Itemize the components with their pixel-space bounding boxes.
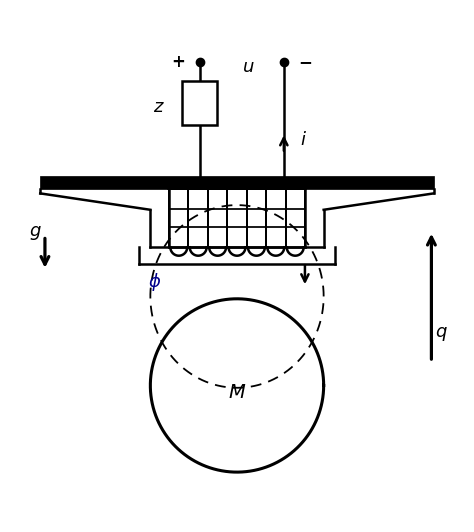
Text: −: − <box>298 53 312 71</box>
Text: u: u <box>243 58 255 76</box>
Polygon shape <box>40 176 434 189</box>
Text: i: i <box>300 130 305 148</box>
Text: z: z <box>153 98 162 116</box>
Text: q: q <box>435 322 447 340</box>
Polygon shape <box>182 81 217 126</box>
Text: +: + <box>172 53 185 71</box>
Text: M: M <box>228 383 246 402</box>
Text: $\phi$: $\phi$ <box>148 271 162 293</box>
Text: g: g <box>30 222 41 240</box>
